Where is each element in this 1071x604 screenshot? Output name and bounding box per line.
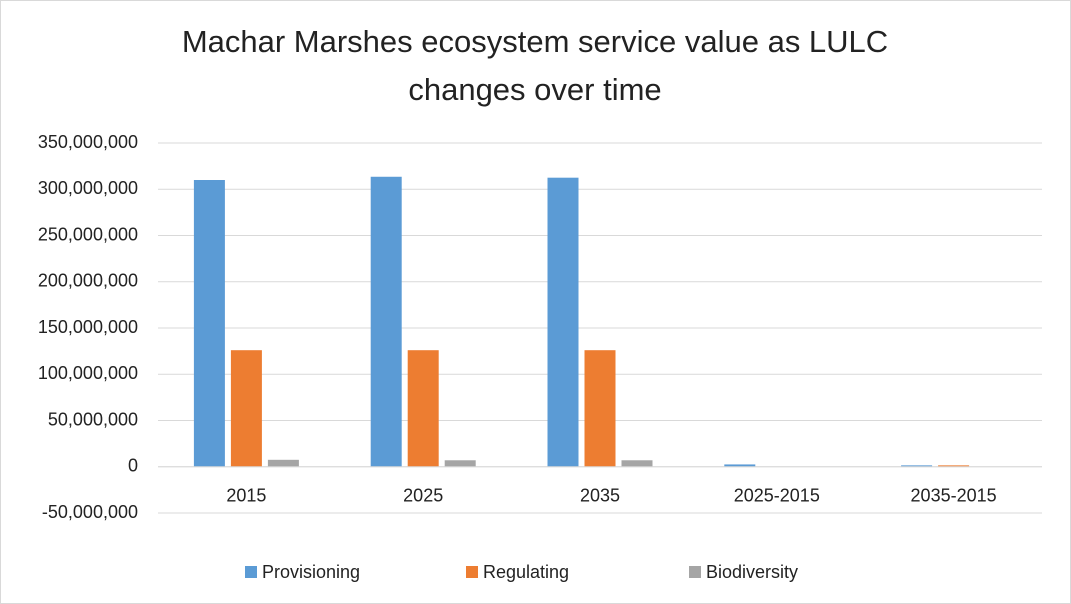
bar [938,465,970,467]
legend-label: Provisioning [262,562,360,582]
legend-label: Biodiversity [706,562,798,582]
bar [547,177,579,467]
bar [193,180,225,467]
y-tick-label: 350,000,000 [38,132,138,152]
y-tick-label: 300,000,000 [38,178,138,198]
legend-swatch [245,566,257,578]
x-tick-label: 2025 [403,486,443,506]
y-tick-label: 150,000,000 [38,317,138,337]
bar [370,176,402,467]
bar [621,460,653,467]
bar [230,350,262,467]
bar [724,464,756,467]
legend-swatch [689,566,701,578]
bar [407,350,439,467]
y-tick-label: 50,000,000 [48,409,138,429]
y-tick-label: -50,000,000 [42,502,138,522]
x-tick-label: 2015 [226,486,266,506]
y-tick-label: 200,000,000 [38,271,138,291]
x-tick-label: 2035-2015 [911,486,997,506]
chart-title: Machar Marshes ecosystem service value a… [181,24,889,107]
bar [267,459,299,467]
legend-label: Regulating [483,562,569,582]
y-tick-label: 0 [128,456,138,476]
bar [444,460,476,467]
x-tick-label: 2025-2015 [734,486,820,506]
x-tick-label: 2035 [580,486,620,506]
y-tick-label: 250,000,000 [38,224,138,244]
legend-swatch [466,566,478,578]
bar [584,350,616,467]
y-tick-label: 100,000,000 [38,363,138,383]
bar [901,465,933,467]
